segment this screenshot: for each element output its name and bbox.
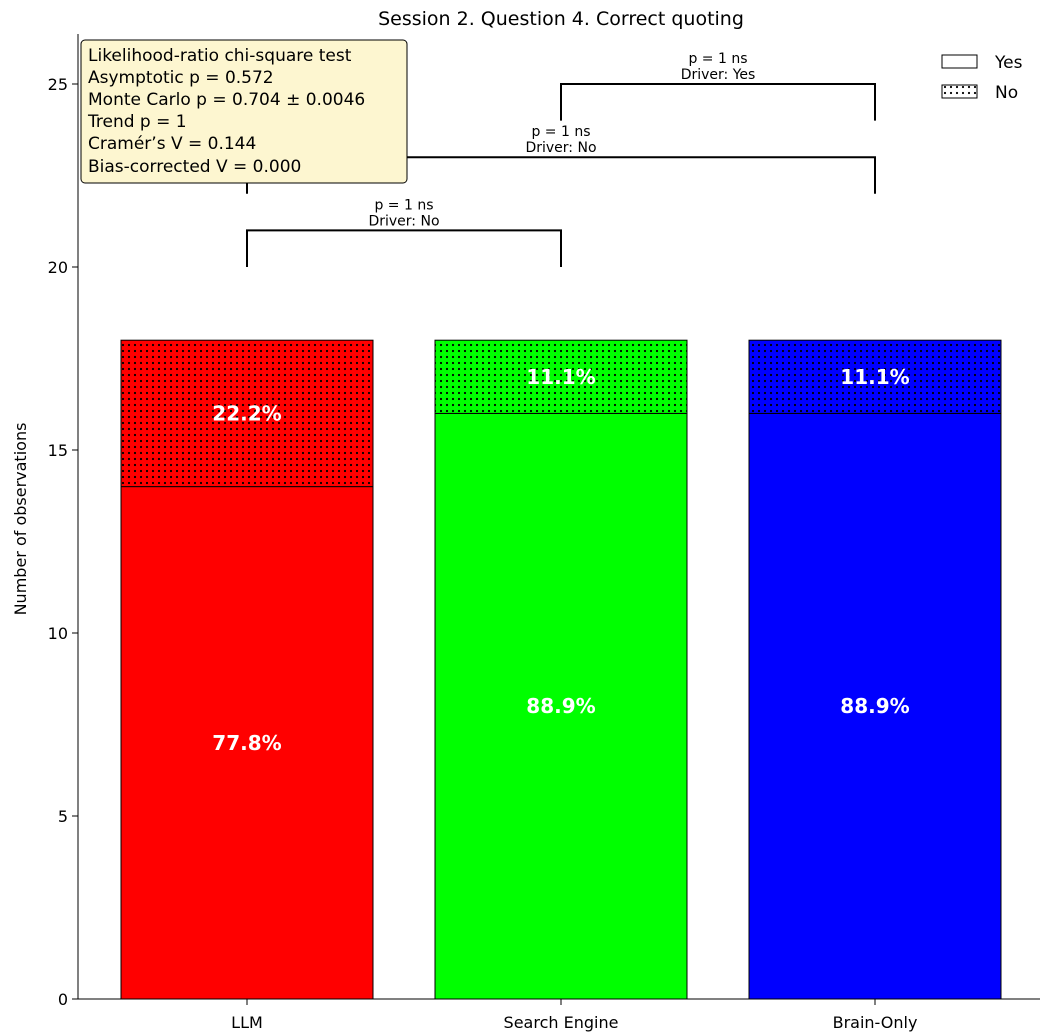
x-tick-label: Search Engine [504, 1013, 619, 1032]
comparison-p-value: p = 1 ns [531, 124, 590, 140]
legend-swatch-yes [941, 54, 978, 69]
comparison-bracket [560, 83, 876, 121]
y-axis-label: Number of observations [11, 423, 30, 616]
y-tick-label: 15 [48, 441, 68, 460]
bar-label-no: 11.1% [526, 365, 595, 389]
comparison-driver: Driver: Yes [681, 67, 756, 83]
bar-label-no: 22.2% [212, 401, 281, 425]
y-ticks: 0 5 10 15 20 25 [48, 75, 78, 1009]
bar-label-no: 11.1% [840, 365, 909, 389]
comparison-p-value: p = 1 ns [374, 197, 433, 213]
y-tick-label: 25 [48, 75, 68, 94]
bar-yes [748, 412, 1002, 1000]
bar-no-hatch [749, 340, 1001, 414]
bar-label-yes: 88.9% [526, 694, 595, 718]
bars-layer: 77.8% 22.2% 88.9% 11.1% 88.9% 11.1% [120, 339, 1002, 1000]
bar-yes [434, 412, 688, 1000]
stats-line: Bias-corrected V = 0.000 [88, 157, 301, 177]
x-tick-label: Brain-Only [833, 1013, 918, 1032]
stats-line: Monte Carlo p = 0.704 ± 0.0046 [88, 90, 365, 110]
x-ticks: LLM Search Engine Brain-Only [231, 999, 917, 1032]
legend-label-no: No [995, 83, 1018, 103]
legend: Yes No [941, 53, 1023, 103]
stats-line: Asymptotic p = 0.572 [88, 68, 274, 88]
stats-box: Likelihood-ratio chi-square test Asympto… [80, 39, 408, 184]
y-tick-label: 10 [48, 624, 68, 643]
legend-swatch-no [941, 84, 978, 99]
bar-yes [120, 486, 374, 1000]
x-tick-label: LLM [231, 1013, 263, 1032]
y-tick-label: 20 [48, 258, 68, 277]
comparison-driver: Driver: No [368, 213, 439, 229]
y-tick-label: 5 [58, 807, 68, 826]
comparison-p-value: p = 1 ns [688, 51, 747, 67]
bar-label-yes: 77.8% [212, 731, 281, 755]
comparison-driver: Driver: No [525, 140, 596, 156]
bar-no-hatch [435, 340, 687, 414]
stats-line: Cramér’s V = 0.144 [88, 134, 256, 154]
y-tick-label: 0 [58, 990, 68, 1009]
chart-title: Session 2. Question 4. Correct quoting [378, 8, 744, 30]
bar-no-hatch [121, 340, 373, 487]
bar-label-yes: 88.9% [840, 694, 909, 718]
legend-label-yes: Yes [994, 53, 1023, 73]
stats-box-background [80, 39, 408, 184]
comparison-bracket [246, 229, 562, 267]
stats-line: Likelihood-ratio chi-square test [88, 46, 352, 66]
stats-line: Trend p = 1 [87, 112, 187, 132]
